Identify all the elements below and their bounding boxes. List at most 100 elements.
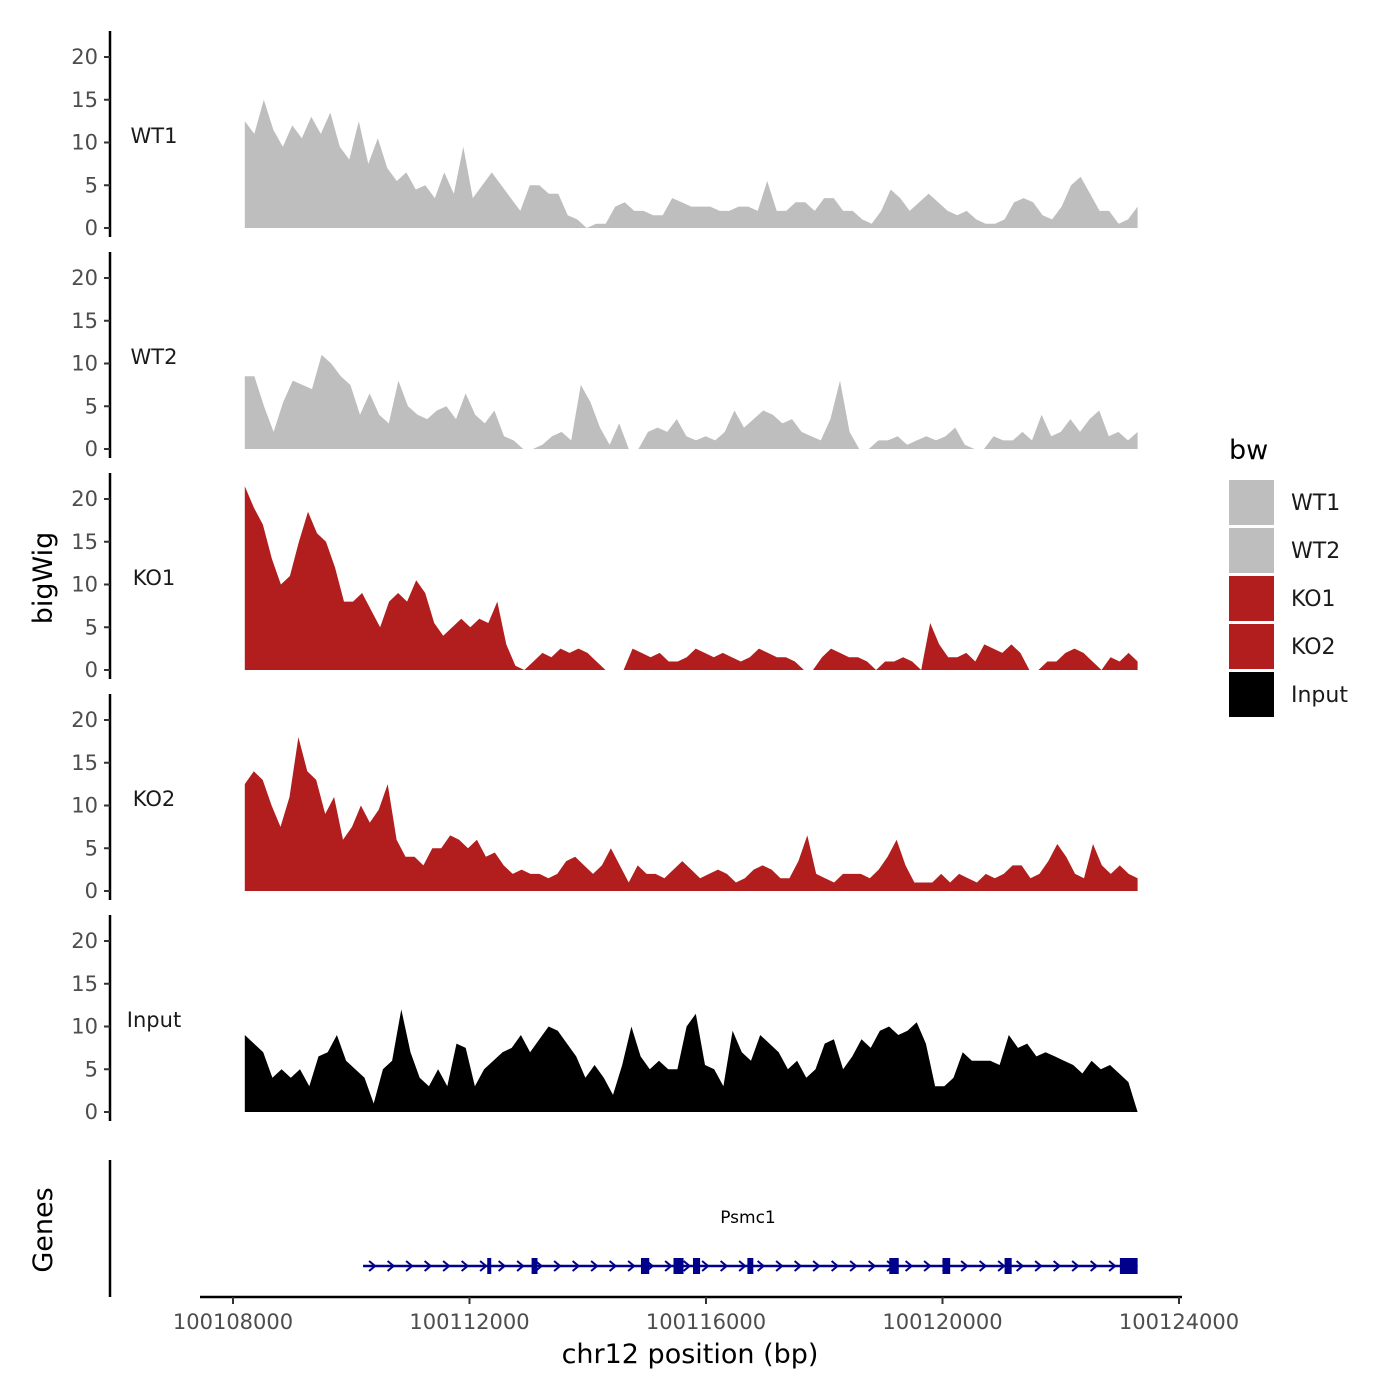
strand-arrow — [534, 1260, 544, 1272]
y-tick-label: 10 — [71, 352, 98, 376]
legend-label-wt1: WT1 — [1291, 491, 1340, 516]
legend-label-ko2: KO2 — [1291, 635, 1336, 660]
y-tick-label: 15 — [71, 751, 98, 775]
x-tick-label: 100116000 — [646, 1310, 766, 1334]
legend-key-input — [1229, 672, 1274, 717]
strand-arrow — [1108, 1260, 1117, 1272]
y-tick-label: 5 — [85, 173, 98, 197]
strand-arrow — [1015, 1260, 1025, 1272]
gene-track: Psmc1 — [108, 1160, 1138, 1297]
strand-arrow — [590, 1260, 599, 1272]
coverage-area-wt2 — [244, 354, 1138, 449]
exon — [942, 1258, 951, 1274]
strand-arrow — [479, 1260, 488, 1272]
track-panels: 0 5 10 15 20 WT1 0 5 10 15 20 WT2 0 5 10 15 20 KO1 0 5 10 15 2… — [71, 31, 1138, 1124]
strand-arrow — [812, 1260, 821, 1272]
strand-arrow — [756, 1260, 766, 1272]
track-label-wt1: WT1 — [131, 124, 178, 148]
strand-arrow — [978, 1260, 988, 1272]
y-tick-label: 0 — [85, 658, 98, 682]
y-tick-label: 10 — [71, 573, 98, 597]
strand-arrow — [682, 1260, 692, 1272]
y-tick-label: 20 — [71, 708, 98, 732]
strand-arrow — [386, 1260, 396, 1272]
strand-arrow — [849, 1260, 858, 1272]
legend-label-ko1: KO1 — [1291, 587, 1336, 612]
coverage-area-wt1 — [244, 99, 1138, 228]
strand-arrow — [497, 1260, 507, 1272]
y-tick-label: 15 — [71, 309, 98, 333]
strand-arrow — [1034, 1260, 1043, 1272]
y-tick-label: 15 — [71, 530, 98, 554]
strand-arrow — [516, 1260, 525, 1272]
strand-arrow — [1052, 1260, 1062, 1272]
legend-title: bw — [1229, 435, 1268, 466]
track-label-input: Input — [127, 1008, 181, 1032]
x-tick-label: 100108000 — [173, 1310, 293, 1334]
legend: bw WT1 WT2 KO1 KO2 Input — [1229, 435, 1348, 717]
gene-name-label: Psmc1 — [720, 1208, 776, 1228]
exon — [1004, 1258, 1012, 1274]
coverage-area-ko2 — [244, 737, 1138, 891]
y-tick-label: 0 — [85, 1100, 98, 1124]
strand-arrow — [719, 1260, 729, 1272]
strand-arrow — [923, 1260, 932, 1272]
strand-arrow — [405, 1260, 414, 1272]
x-tick-label: 100124000 — [1119, 1310, 1239, 1334]
strand-arrow — [793, 1260, 803, 1272]
x-tick-label: 100112000 — [409, 1310, 529, 1334]
strand-arrow — [867, 1260, 877, 1272]
strand-arrow — [553, 1260, 562, 1272]
exon — [673, 1258, 684, 1274]
exon — [747, 1258, 754, 1274]
strand-arrow — [460, 1260, 470, 1272]
y-tick-label: 20 — [71, 487, 98, 511]
y-tick-label: 15 — [71, 88, 98, 112]
legend-key-ko1 — [1229, 576, 1274, 621]
track-label-ko2: KO2 — [133, 787, 176, 811]
y-tick-label: 10 — [71, 1015, 98, 1039]
strand-arrow — [442, 1260, 451, 1272]
strand-arrow — [775, 1260, 784, 1272]
strand-arrow — [423, 1260, 433, 1272]
strand-arrow — [1071, 1260, 1080, 1272]
strand-arrow — [368, 1260, 377, 1272]
strand-arrow — [1089, 1260, 1099, 1272]
exon — [531, 1258, 538, 1274]
genes-axis-title: Genes — [28, 1187, 59, 1272]
y-axis-title: bigWig — [28, 532, 59, 625]
strand-arrow — [904, 1260, 914, 1272]
coverage-area-ko1 — [244, 486, 1138, 670]
exon — [487, 1258, 492, 1274]
legend-label-wt2: WT2 — [1291, 539, 1340, 564]
y-tick-label: 0 — [85, 437, 98, 461]
y-tick-label: 5 — [85, 394, 98, 418]
track-label-wt2: WT2 — [131, 345, 178, 369]
coverage-area-input — [244, 1009, 1138, 1112]
exon — [1119, 1258, 1138, 1274]
panel-ko2: 0 5 10 15 20 KO2 — [71, 694, 1138, 903]
strand-arrow — [960, 1260, 969, 1272]
y-tick-label: 0 — [85, 216, 98, 240]
exon — [692, 1258, 701, 1274]
strand-arrow — [627, 1260, 636, 1272]
strand-arrow — [830, 1260, 840, 1272]
x-tick-label: 100120000 — [882, 1310, 1002, 1334]
y-tick-label: 15 — [71, 972, 98, 996]
strand-arrow — [664, 1260, 673, 1272]
panel-wt1: 0 5 10 15 20 WT1 — [71, 31, 1138, 240]
legend-label-input: Input — [1291, 683, 1348, 708]
y-tick-label: 5 — [85, 1057, 98, 1081]
x-axis: 100108000 100112000 100116000 100120000 1001… — [173, 1295, 1239, 1334]
panel-input: 0 5 10 15 20 Input — [71, 915, 1138, 1124]
legend-key-wt1 — [1229, 480, 1274, 525]
strand-arrow — [997, 1260, 1006, 1272]
y-tick-label: 20 — [71, 266, 98, 290]
y-tick-label: 20 — [71, 929, 98, 953]
track-label-ko1: KO1 — [133, 566, 176, 590]
strand-arrow — [701, 1260, 710, 1272]
exon — [889, 1258, 899, 1274]
panel-wt2: 0 5 10 15 20 WT2 — [71, 252, 1138, 461]
y-tick-label: 20 — [71, 45, 98, 69]
